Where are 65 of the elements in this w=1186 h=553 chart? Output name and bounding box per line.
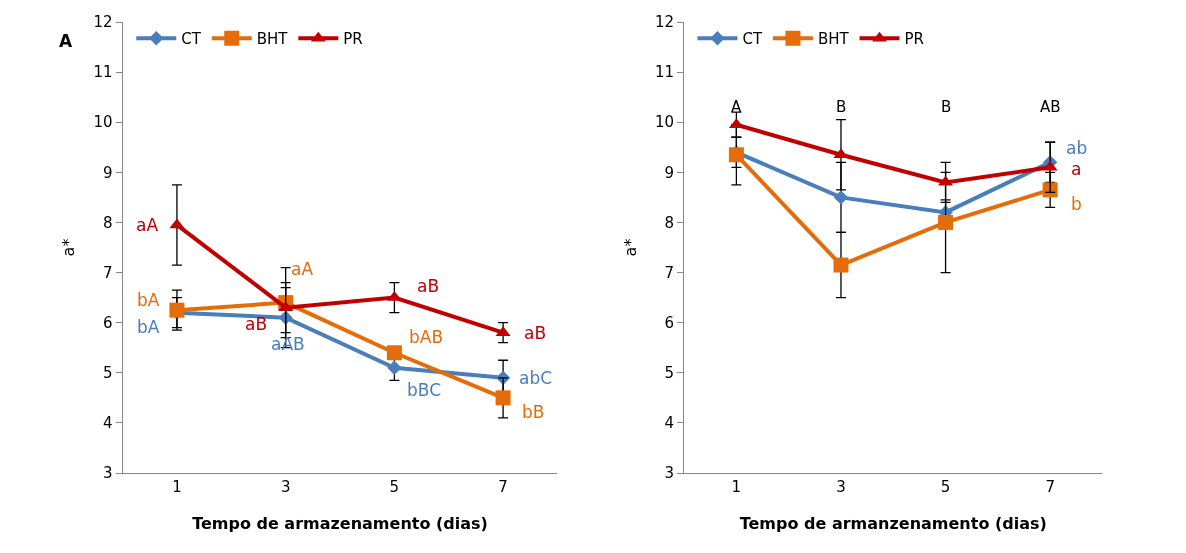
point xyxy=(833,257,849,273)
y-tick-label: 11 xyxy=(654,63,675,82)
data-label: a xyxy=(1071,159,1082,179)
y-tick-label: 12 xyxy=(93,13,113,32)
data-label: aA xyxy=(136,215,159,235)
x-axis-title: Tempo de armazenamento (dias) xyxy=(192,513,488,533)
x-tick-label: 3 xyxy=(836,478,846,496)
point xyxy=(386,345,402,361)
legend-label: BHT xyxy=(256,30,289,49)
y-tick-label: 5 xyxy=(103,364,113,383)
data-label: bB xyxy=(522,402,545,422)
data-label: abC xyxy=(519,368,553,388)
data-label: bAB xyxy=(409,327,444,347)
x-tick-label: 5 xyxy=(940,478,951,496)
y-axis-title: a* xyxy=(620,238,640,257)
y-tick-label: 3 xyxy=(103,464,113,483)
legend-label: PR xyxy=(343,30,363,49)
x-axis-title: Tempo de armanzenamento (dias) xyxy=(739,513,1047,533)
data-label: aA xyxy=(291,259,314,279)
legend-label: CT xyxy=(181,30,202,49)
y-tick-label: 3 xyxy=(664,464,675,483)
x-tick-label: 1 xyxy=(731,478,742,496)
y-tick-label: 7 xyxy=(103,263,113,282)
point xyxy=(387,360,402,375)
point xyxy=(938,214,954,230)
data-label: aAB xyxy=(271,334,305,354)
y-tick-label: 10 xyxy=(654,113,675,132)
y-tick-label: 6 xyxy=(103,313,113,332)
legend-label: BHT xyxy=(817,30,850,49)
text: A xyxy=(59,31,73,51)
legend-label: PR xyxy=(904,30,924,49)
point xyxy=(833,190,849,205)
y-tick-label: 11 xyxy=(93,63,113,82)
y-tick-label: 4 xyxy=(664,414,675,433)
annotation: AB xyxy=(1040,98,1061,116)
y-tick-label: 5 xyxy=(664,364,675,383)
legend-label: CT xyxy=(742,30,763,49)
annotation: B xyxy=(836,98,847,116)
data-label: bBC xyxy=(407,380,442,400)
y-tick-label: 9 xyxy=(103,163,113,182)
x-tick-label: 3 xyxy=(280,478,291,496)
x-tick-label: 1 xyxy=(172,478,182,496)
x-tick-label: 5 xyxy=(389,478,400,496)
annotation: B xyxy=(941,98,952,116)
y-tick-label: 6 xyxy=(664,313,675,332)
y-axis-title: a* xyxy=(59,238,79,257)
data-label: aB xyxy=(417,276,440,296)
y-tick-label: 10 xyxy=(93,113,113,132)
data-label: bA xyxy=(137,290,160,310)
y-tick-label: 7 xyxy=(664,263,675,282)
data-label: bA xyxy=(137,317,160,337)
data-label: aB xyxy=(245,314,268,334)
annotation: A xyxy=(731,98,742,116)
y-tick-label: 4 xyxy=(103,414,113,433)
x-tick-label: 7 xyxy=(498,478,508,496)
x-tick-label: 7 xyxy=(1045,478,1055,496)
point xyxy=(1042,182,1058,198)
y-tick-label: 12 xyxy=(654,13,675,32)
data-label: ab xyxy=(1066,138,1088,158)
data-label: b xyxy=(1071,194,1082,214)
y-tick-label: 9 xyxy=(664,163,675,182)
y-tick-label: 8 xyxy=(664,213,675,232)
data-label: aB xyxy=(524,323,547,343)
point xyxy=(495,390,511,406)
y-tick-label: 8 xyxy=(103,213,113,232)
